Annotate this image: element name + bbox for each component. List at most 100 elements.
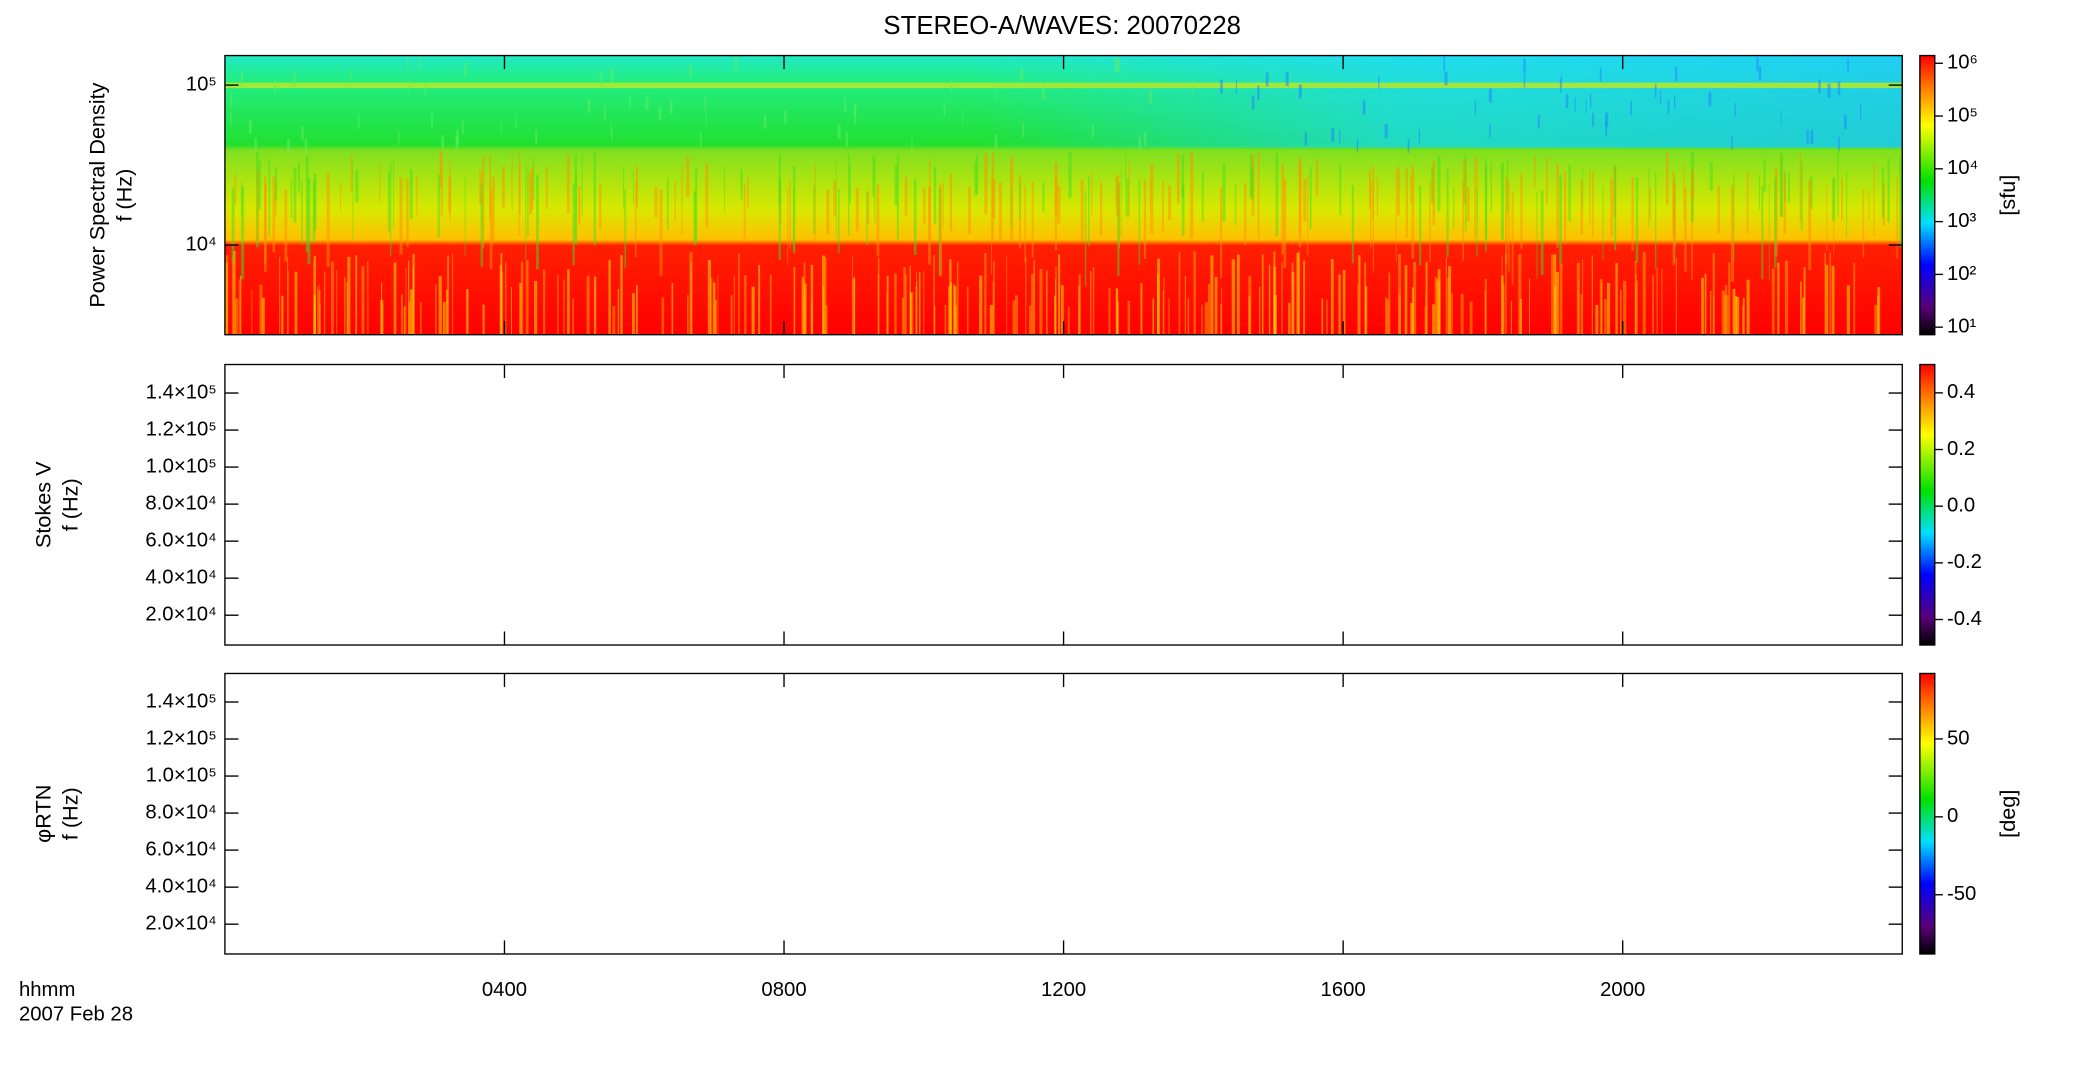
- spectrogram-streak: [1126, 178, 1129, 217]
- spectrogram-streak: [1847, 58, 1849, 73]
- spectrogram-streak: [835, 160, 837, 239]
- spectrogram-streak: [1846, 171, 1848, 239]
- spectrogram-streak: [1784, 260, 1789, 335]
- spectrogram-streak: [439, 150, 442, 189]
- spectrogram-streak: [511, 155, 513, 211]
- spectrogram-streak: [1291, 262, 1294, 335]
- spectrogram-streak: [1068, 151, 1072, 198]
- spectrogram-streak: [852, 278, 856, 335]
- spectrogram-streak: [948, 286, 950, 335]
- spectrogram-streak: [400, 294, 403, 335]
- spectrogram-streak: [984, 153, 988, 215]
- spectrogram-streak: [1736, 296, 1740, 335]
- spectrogram-streak: [424, 81, 427, 96]
- spectrogram-streak: [1779, 152, 1784, 217]
- colorbar: [1919, 54, 1936, 336]
- x-axis-annotation: 2007 Feb 28: [19, 1003, 133, 1025]
- spectrogram-streak: [911, 138, 913, 153]
- spectrogram-streak: [603, 105, 606, 120]
- spectrogram-streak: [1788, 173, 1790, 203]
- spectrogram-streak: [355, 255, 358, 335]
- spectrogram-streak: [617, 288, 620, 335]
- spectrogram-streak: [1351, 184, 1354, 264]
- spectrogram-streak: [340, 183, 342, 212]
- spectrogram-streak: [979, 275, 983, 335]
- colorbar-tick-label: -0.2: [1947, 551, 1982, 573]
- spectrogram-streak: [700, 132, 702, 147]
- spectrogram-streak: [635, 166, 639, 208]
- spectrogram-streak: [350, 68, 352, 82]
- spectrogram-streak: [1474, 157, 1476, 239]
- spectrogram-streak: [1404, 265, 1408, 335]
- spectrogram-streak: [1630, 100, 1632, 115]
- spectrogram-streak: [352, 160, 354, 240]
- spectrogram-streak: [758, 265, 761, 335]
- spectrogram-streak: [624, 189, 627, 269]
- spectrogram-streak: [301, 126, 304, 141]
- spectrogram-streak: [778, 177, 781, 260]
- spectrogram-streak: [1667, 100, 1670, 115]
- spectrogram-streak: [1771, 268, 1775, 335]
- spectrogram-streak: [293, 167, 297, 223]
- spectrogram-streak: [1636, 280, 1638, 335]
- spectrogram-streak: [1768, 184, 1770, 281]
- spectrogram-streak: [1115, 288, 1118, 335]
- spectrogram-streak: [1187, 298, 1190, 335]
- spectrogram-streak: [1853, 262, 1856, 335]
- spectrogram-streak: [1825, 264, 1829, 335]
- spectrogram-streak: [1339, 129, 1341, 144]
- spectrogram-streak: [847, 153, 850, 236]
- spectrogram-streak: [1178, 251, 1181, 335]
- spectrogram-streak: [399, 177, 403, 255]
- spectrogram-streak: [1488, 88, 1493, 103]
- spectrogram-streak: [1338, 274, 1341, 335]
- spectrogram-streak: [1634, 260, 1637, 335]
- spectrogram-streak: [1304, 131, 1307, 146]
- spectrogram-streak: [612, 305, 616, 335]
- spectrogram-streak: [1221, 287, 1223, 335]
- spectrogram-streak: [1592, 112, 1595, 127]
- spectrogram-streak: [903, 266, 906, 335]
- colorbar-tick-label: 0.0: [1947, 495, 1975, 517]
- spectrogram-streak: [814, 162, 816, 243]
- spectrogram-streak: [992, 281, 995, 335]
- spectrogram-streak: [1039, 269, 1043, 335]
- spectrogram-streak: [633, 170, 634, 206]
- spectrogram-streak: [1604, 299, 1607, 335]
- spectrogram-streak: [693, 191, 697, 246]
- spectrogram-streak: [1020, 67, 1024, 82]
- spectrogram-streak: [1800, 160, 1803, 230]
- spectrogram-streak: [1303, 260, 1306, 335]
- spectrogram-streak: [1631, 177, 1634, 251]
- spectrogram-streak: [1138, 136, 1142, 151]
- spectrogram-streak: [1176, 154, 1180, 204]
- spectrogram-streak: [810, 264, 814, 335]
- spectrogram-streak: [1474, 101, 1477, 116]
- spectrogram-streak: [587, 98, 591, 113]
- spectrogram-streak: [853, 103, 857, 118]
- spectrogram-streak: [599, 70, 603, 85]
- spectrogram-streak: [913, 179, 917, 255]
- spectrogram-streak: [293, 72, 296, 87]
- spectrogram-streak: [1826, 184, 1828, 252]
- spectrogram-streak: [778, 153, 781, 205]
- spectrogram-streak: [824, 257, 827, 335]
- spectrogram-streak: [1419, 186, 1422, 266]
- spectrogram-streak: [240, 275, 242, 335]
- spectrogram-streak: [1031, 181, 1034, 258]
- spectrogram-streak: [1620, 290, 1622, 335]
- spectrogram-streak: [1395, 170, 1397, 263]
- spectrogram-streak: [1568, 165, 1571, 222]
- spectrogram-streak: [1733, 174, 1735, 262]
- spectrogram-streak: [1100, 182, 1103, 236]
- spectrogram-streak: [1589, 93, 1592, 108]
- colorbar-tick-label: 10³: [1947, 210, 1977, 232]
- spectrogram-streak: [966, 286, 969, 335]
- spectrogram-streak: [904, 176, 908, 216]
- spectrogram-streak: [572, 183, 575, 266]
- spectrogram-streak: [1881, 166, 1885, 218]
- spectrogram-streak: [387, 171, 390, 232]
- spectrogram-streak: [1273, 251, 1276, 335]
- spectrogram-streak: [1606, 283, 1611, 335]
- y-tick-label: 8.0×10⁴: [145, 801, 216, 823]
